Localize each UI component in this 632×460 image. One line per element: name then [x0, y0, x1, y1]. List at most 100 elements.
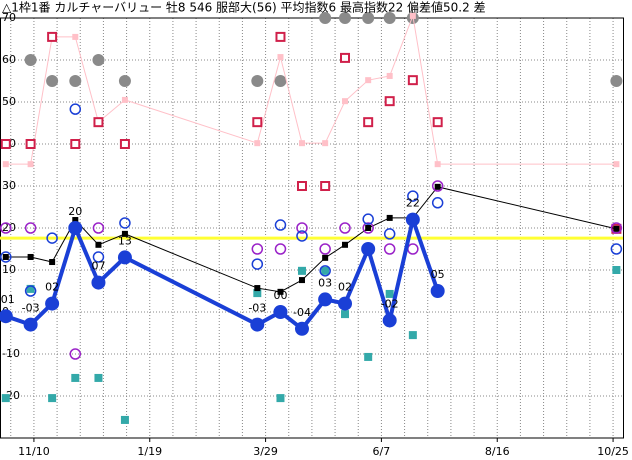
point: [119, 217, 131, 229]
point: [71, 373, 80, 382]
x-tick-label: 1/19: [137, 445, 162, 458]
point: [364, 352, 373, 361]
point: [294, 321, 309, 336]
x-tick-label: 3/29: [253, 445, 278, 458]
data-label: -03: [248, 302, 266, 315]
point: [119, 139, 130, 149]
point: [321, 266, 330, 275]
point: [362, 213, 374, 225]
x-tick-label: 8/16: [485, 445, 510, 458]
point: [24, 285, 37, 297]
x-tick-label: 6/7: [373, 445, 391, 458]
point: [339, 12, 352, 24]
point: [23, 317, 38, 332]
point: [69, 348, 82, 360]
point: [432, 117, 443, 128]
point: [339, 222, 351, 234]
point: [27, 161, 34, 168]
point: [120, 415, 129, 424]
point: [382, 313, 397, 328]
point: [24, 54, 37, 66]
point: [274, 243, 287, 255]
point: [46, 232, 58, 244]
point: [277, 288, 284, 295]
x-tick-label: 10/25: [597, 445, 629, 458]
data-label: 00: [273, 289, 287, 302]
data-label: 22: [406, 197, 420, 210]
point: [69, 75, 82, 87]
point: [274, 75, 287, 87]
point: [430, 284, 445, 298]
point: [365, 77, 372, 84]
point: [318, 292, 333, 307]
point: [70, 139, 81, 149]
series-line: [5, 14, 617, 165]
point: [254, 285, 261, 292]
point: [610, 222, 623, 234]
point: [46, 75, 59, 87]
point: [362, 12, 375, 24]
point: [296, 230, 308, 242]
point: [92, 54, 105, 66]
point: [322, 140, 329, 147]
y-tick-label: 50: [2, 95, 16, 108]
point: [45, 296, 60, 311]
data-label: -04: [293, 306, 311, 319]
point: [95, 241, 102, 248]
point: [47, 31, 58, 42]
data-label: -03: [22, 302, 40, 315]
point: [92, 251, 105, 263]
y-tick-label: 60: [2, 53, 16, 66]
point: [72, 217, 79, 224]
point: [48, 394, 57, 403]
point: [27, 253, 34, 260]
y-tick-label: -10: [2, 347, 20, 360]
point: [24, 222, 37, 234]
point: [384, 96, 395, 107]
point: [253, 289, 262, 298]
data-label: 13: [118, 234, 132, 247]
point: [274, 219, 287, 231]
point: [49, 259, 56, 266]
point: [322, 254, 329, 261]
point: [319, 243, 331, 255]
data-label: 07: [91, 260, 105, 273]
point: [91, 275, 106, 290]
point: [383, 12, 396, 24]
point: [121, 230, 128, 237]
point: [362, 222, 374, 234]
point: [407, 75, 418, 86]
point: [408, 331, 417, 340]
point: [26, 284, 35, 293]
point: [72, 33, 79, 40]
point: [319, 265, 331, 277]
point: [296, 222, 308, 234]
point: [277, 54, 284, 61]
point: [342, 241, 349, 248]
point: [338, 296, 353, 311]
point: [94, 373, 103, 382]
point: [250, 317, 265, 332]
point: [251, 75, 264, 87]
point: [273, 305, 288, 319]
point: [409, 12, 416, 19]
point: [363, 117, 374, 128]
point: [69, 103, 82, 115]
point: [383, 243, 396, 255]
point: [117, 250, 132, 265]
point: [0, 222, 12, 234]
point: [275, 31, 286, 42]
point: [431, 180, 444, 192]
point: [342, 98, 349, 105]
point: [341, 310, 350, 319]
point: [407, 190, 419, 202]
point: [121, 96, 128, 103]
point: [0, 251, 12, 263]
point: [25, 139, 36, 149]
point: [118, 75, 131, 87]
data-label: 02: [338, 281, 352, 294]
point: [613, 225, 620, 232]
point: [93, 117, 104, 128]
